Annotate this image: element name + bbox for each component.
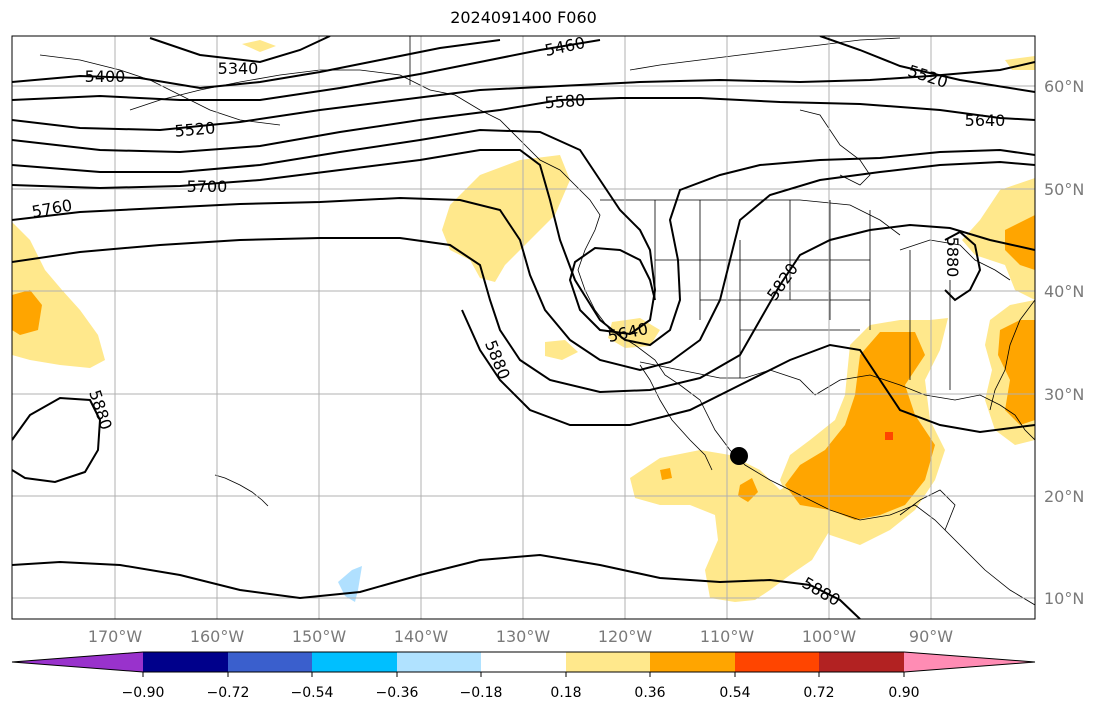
colorbar-label: 0.90 xyxy=(888,685,919,701)
coast-aleutians xyxy=(39,54,281,126)
fill-northeast-core xyxy=(1005,215,1035,270)
contour-5520 xyxy=(12,61,1035,132)
map-title: 2024091400 F060 xyxy=(450,8,597,27)
colorbar-segment xyxy=(735,652,819,672)
colorbar-label: 0.54 xyxy=(719,685,750,701)
contour-5820 xyxy=(12,223,1035,394)
colorbar-segment xyxy=(481,652,566,672)
lon-tick-label: 90°W xyxy=(909,627,953,646)
lat-tick-label: 50°N xyxy=(1044,180,1084,199)
colorbar-label: −0.18 xyxy=(460,685,503,701)
state-lines xyxy=(654,200,951,390)
contour-5460 xyxy=(12,39,601,101)
colorbar-label: −0.90 xyxy=(122,685,165,701)
contour-5580 xyxy=(12,97,1035,154)
colorbar-segment xyxy=(566,652,650,672)
contour-label: 5340 xyxy=(218,59,259,78)
colorbar-label: 0.18 xyxy=(550,685,581,701)
lon-tick-label: 160°W xyxy=(190,627,245,646)
height-contours xyxy=(12,36,1035,619)
contour-label: 5400 xyxy=(85,67,126,86)
contour-5520-north xyxy=(819,36,1035,93)
lon-tick-label: 130°W xyxy=(496,627,551,646)
colorbar-segment xyxy=(397,652,481,672)
colorbar-label: −0.36 xyxy=(376,685,419,701)
lat-tick-label: 20°N xyxy=(1044,487,1084,506)
colorbar-segment xyxy=(143,652,228,672)
contour-5640 xyxy=(12,128,657,336)
contour-5340 xyxy=(149,36,331,64)
coast-hudson-bay xyxy=(799,109,871,186)
coast-atlantic xyxy=(989,299,1035,411)
colorbar-extend-high xyxy=(904,652,1035,672)
lon-tick-label: 120°W xyxy=(598,627,653,646)
colorbar: −0.90 −0.72 −0.54 −0.36 −0.18 0.18 0.36 … xyxy=(11,651,1036,701)
coast-baja xyxy=(639,364,713,471)
contour-label: 5580 xyxy=(544,91,586,113)
fill-gulf-core xyxy=(785,332,935,520)
contour-label: 5880 xyxy=(943,237,962,278)
contour-5880-main xyxy=(461,309,1035,434)
lon-tick-label: 110°W xyxy=(700,627,755,646)
colorbar-label: −0.72 xyxy=(207,685,250,701)
fill-mexico-pacific xyxy=(630,450,830,602)
contour-5760 xyxy=(12,160,1035,372)
contour-5880-east xyxy=(944,230,982,302)
fill-gulf-high xyxy=(885,432,893,440)
lon-tick-label: 170°W xyxy=(88,627,143,646)
lat-tick-label: 40°N xyxy=(1044,282,1084,301)
fill-alaska xyxy=(242,40,276,52)
contour-label: 5640 xyxy=(965,111,1006,130)
contour-5880-south xyxy=(12,553,861,619)
coastlines xyxy=(39,36,1035,606)
coast-hawaii xyxy=(214,474,269,507)
lat-axis: 60°N 50°N 40°N 30°N 20°N 10°N xyxy=(1044,77,1084,608)
coast-gulf xyxy=(814,374,1035,441)
lon-tick-label: 140°W xyxy=(394,627,449,646)
fill-baja-small xyxy=(545,340,578,360)
coast-alaska xyxy=(129,69,431,111)
colorbar-label: 0.36 xyxy=(634,685,665,701)
fill-baja-core xyxy=(660,468,672,480)
contour-label: 5700 xyxy=(187,177,228,196)
contour-5700 xyxy=(12,148,1035,347)
lon-axis: 170°W 160°W 150°W 140°W 130°W 120°W 110°… xyxy=(88,627,953,646)
colorbar-label: 0.72 xyxy=(803,685,834,701)
coast-north-america-west xyxy=(429,89,1035,606)
lat-tick-label: 10°N xyxy=(1044,589,1084,608)
lat-tick-label: 30°N xyxy=(1044,385,1084,404)
colorbar-segment xyxy=(228,652,312,672)
lat-tick-label: 60°N xyxy=(1044,77,1084,96)
lon-tick-label: 150°W xyxy=(292,627,347,646)
coast-yucatan xyxy=(899,489,956,531)
colorbar-extend-low xyxy=(12,652,143,672)
contour-5880-west xyxy=(12,396,102,484)
map-frame xyxy=(11,35,1036,620)
storm-marker xyxy=(730,447,748,465)
contour-label: 5520 xyxy=(174,118,216,140)
colorbar-segment xyxy=(312,652,397,672)
border-us-canada xyxy=(600,199,901,236)
colorbar-segment xyxy=(650,652,735,672)
fill-west-pacific-core xyxy=(12,290,42,335)
lon-tick-label: 100°W xyxy=(802,627,857,646)
fill-east-coast-core xyxy=(998,320,1035,425)
coast-great-lakes xyxy=(899,239,1011,281)
border-us-mexico xyxy=(639,361,816,396)
contour-5400 xyxy=(12,39,501,90)
colorbar-segment xyxy=(819,652,904,672)
fill-northeast xyxy=(962,178,1035,300)
graticule xyxy=(12,36,1035,619)
coast-canada-north xyxy=(629,37,901,71)
colorbar-ticks xyxy=(142,672,905,677)
fill-socal xyxy=(608,318,660,348)
colorbar-label: −0.54 xyxy=(291,685,334,701)
